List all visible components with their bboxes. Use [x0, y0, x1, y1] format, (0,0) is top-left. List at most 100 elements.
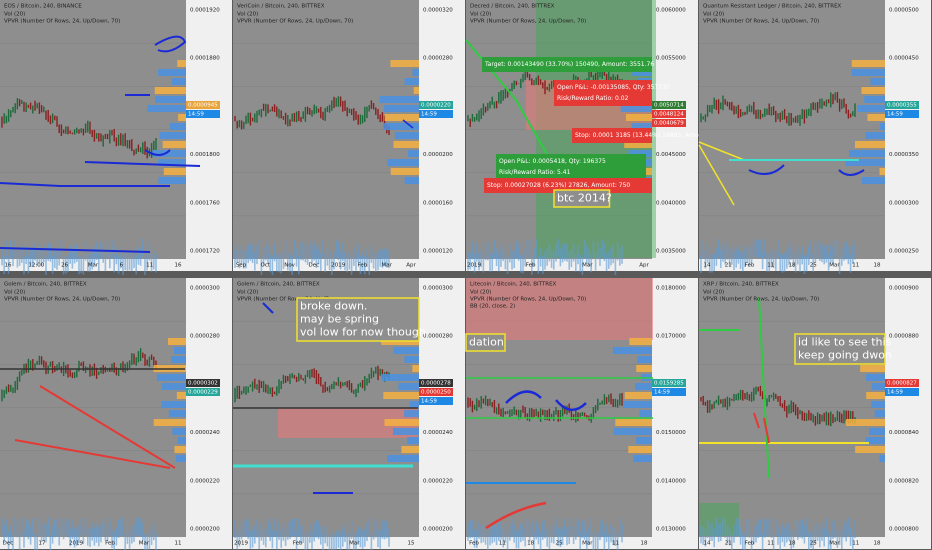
volume-bar — [720, 250, 722, 269]
volume-bar — [122, 517, 124, 536]
volume-bar — [478, 520, 480, 539]
volume-bar — [54, 250, 56, 269]
volume-profile — [387, 455, 419, 462]
volume-bar — [577, 517, 579, 536]
volume-bar — [106, 523, 109, 542]
volume-bar — [808, 246, 810, 265]
volume-bar — [93, 246, 96, 265]
volume-bar — [555, 518, 557, 537]
volume-bar — [597, 531, 599, 550]
volume-bar — [757, 519, 759, 538]
price-axis — [186, 0, 232, 271]
volume-bar — [383, 248, 386, 267]
price-label: 0.0000240 — [190, 430, 220, 436]
volume-bar — [702, 526, 704, 545]
volume-bar — [368, 256, 370, 275]
volume-bar — [700, 255, 702, 274]
annotation-box — [296, 297, 420, 342]
volume-profile — [851, 69, 885, 76]
volume-bar — [317, 246, 320, 265]
volume-bar — [790, 241, 792, 260]
volume-profile — [173, 347, 186, 354]
volume-profile — [866, 392, 885, 399]
volume-bar — [827, 530, 830, 549]
time-label: 15 — [408, 541, 415, 547]
volume-bar — [786, 524, 788, 543]
volume-bar — [575, 254, 577, 273]
volume-bar — [854, 520, 856, 539]
volume-bar — [559, 529, 562, 548]
volume-bar — [724, 246, 726, 265]
volume-bar — [67, 254, 69, 273]
volume-profile — [383, 123, 419, 130]
position-zone — [466, 278, 653, 340]
volume-bar — [601, 519, 603, 538]
volume-bar — [777, 240, 779, 259]
volume-bar — [616, 242, 619, 261]
price-label: 0.0000220 — [190, 478, 220, 484]
volume-bar — [564, 518, 566, 537]
time-label: Apr — [406, 263, 416, 269]
drawing — [154, 35, 187, 53]
volume-profile — [383, 392, 419, 399]
volume-bar — [619, 518, 621, 537]
volume-bar — [621, 245, 623, 264]
volume-bar — [797, 246, 799, 265]
annotation-box — [572, 128, 652, 143]
volume-profile — [394, 132, 419, 139]
volume-bar — [772, 250, 775, 269]
volume-bar — [298, 256, 300, 275]
price-badge-label: 14:59 — [887, 390, 903, 396]
volume-bar — [590, 518, 592, 537]
chart-panel: XRP / Bitcoin, 240, BITTREX Vol (20)VPVR … — [699, 278, 931, 550]
annotation-box — [496, 154, 646, 180]
volume-bar — [733, 252, 735, 271]
volume-bar — [240, 246, 243, 265]
volume-bar — [306, 246, 309, 265]
volume-bar — [284, 240, 287, 259]
volume-bar — [753, 526, 755, 545]
volume-bar — [333, 534, 335, 550]
volume-bar — [500, 248, 502, 267]
time-label: Feb — [469, 541, 479, 547]
price-label: 0.0001920 — [190, 8, 220, 14]
volume-bar — [810, 240, 812, 259]
price-label: 0.0000820 — [889, 478, 919, 484]
price-label: 0.0150000 — [656, 430, 686, 436]
volume-bar — [133, 249, 135, 268]
volume-bar — [548, 243, 551, 262]
volume-bar — [709, 523, 711, 542]
panel-title: XRP / Bitcoin, 240, BITTREX — [703, 282, 779, 288]
volume-bar — [21, 244, 23, 263]
volume-bar — [355, 531, 357, 550]
annotation-text: broke down. — [300, 300, 367, 313]
volume-bar — [533, 247, 535, 266]
volume-bar — [144, 533, 146, 550]
volume-bar — [838, 526, 841, 545]
volume-profile — [381, 374, 419, 381]
volume-bar — [348, 532, 351, 550]
volume-bar — [610, 247, 612, 266]
volume-bar — [706, 519, 709, 538]
volume-bar — [841, 247, 843, 266]
time-label: 25 — [810, 541, 817, 547]
volume-bar — [792, 248, 795, 267]
volume-bar — [331, 256, 333, 275]
volume-bar — [124, 534, 126, 550]
volume-bar — [78, 256, 80, 275]
price-label: 0.0000280 — [190, 334, 220, 340]
indicator-label: VPVR (Number Of Rows, 24, Up/Down, 70) — [470, 19, 586, 25]
volume-bar — [368, 518, 370, 537]
indicator-label: Vol (20) — [470, 12, 491, 18]
time-label: 21 — [725, 263, 732, 269]
volume-bar — [298, 518, 300, 537]
volume-bar — [568, 251, 570, 270]
price-label: 0.0140000 — [656, 478, 686, 484]
volume-bar — [309, 240, 311, 259]
indicator-label: Vol (20) — [237, 290, 258, 296]
drawing — [698, 144, 735, 206]
volume-profile — [879, 455, 885, 462]
volume-bar — [603, 531, 606, 550]
volume-bar — [84, 517, 87, 536]
volume-profile — [633, 455, 652, 462]
